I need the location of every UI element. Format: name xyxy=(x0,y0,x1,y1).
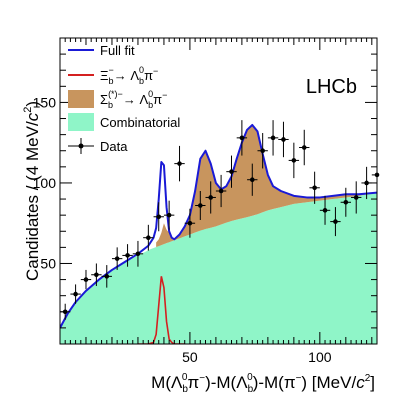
data-point xyxy=(143,224,154,251)
data-point xyxy=(205,181,216,214)
data-point xyxy=(267,120,279,156)
data-point xyxy=(153,202,164,232)
data-point xyxy=(247,163,258,196)
legend-label: Combinatorial xyxy=(100,115,180,130)
legend-label: Ξb−→ Λb0π− xyxy=(100,65,158,86)
data-point xyxy=(257,133,268,169)
y-axis-title: Candidates / (4 MeV/c2) xyxy=(22,101,42,281)
data-point xyxy=(174,145,185,182)
legend-label: Data xyxy=(100,139,128,154)
data-point xyxy=(132,240,144,267)
data-point xyxy=(184,208,196,238)
data-point xyxy=(236,120,248,156)
legend-label: Σb(*)−→ Λb0π− xyxy=(100,89,167,110)
x-tick-label: 100 xyxy=(308,349,332,365)
xib-signal-curve xyxy=(137,276,185,344)
data-points-layer xyxy=(60,120,380,320)
data-point xyxy=(330,207,341,237)
curve-layer xyxy=(60,123,377,344)
fill-layer xyxy=(60,124,377,344)
data-point xyxy=(351,181,362,214)
legend-entry: Data xyxy=(68,138,128,154)
data-point xyxy=(195,191,206,220)
data-point xyxy=(371,158,380,191)
experiment-label: LHCb xyxy=(306,76,357,98)
legend-entry: Σb(*)−→ Λb0π− xyxy=(68,89,167,110)
legend: Full fit Ξb−→ Λb0π− Σb(*)−→ Λb0π− Combinato… xyxy=(68,43,180,154)
legend-label: Full fit xyxy=(100,43,135,58)
data-point xyxy=(91,263,102,287)
axis-ticks: 50 100 50 100 150 xyxy=(33,37,378,365)
data-point xyxy=(215,174,227,208)
data-point xyxy=(101,265,112,288)
plot-frame xyxy=(59,37,378,345)
data-point xyxy=(111,247,123,270)
data-point xyxy=(309,171,320,204)
sigma-b-fill xyxy=(156,124,377,248)
x-axis-title: M(Λb0π−)-M(Λb0)-M(π−) [MeV/c2] xyxy=(151,372,375,395)
legend-entry: Ξb−→ Λb0π− xyxy=(68,65,158,86)
legend-entry: Full fit xyxy=(68,43,135,58)
y-tick-label: 150 xyxy=(33,94,57,110)
full-fit-curve xyxy=(60,123,377,329)
y-tick-label: 100 xyxy=(33,175,57,191)
data-point xyxy=(226,155,237,188)
legend-entry: Combinatorial xyxy=(68,113,180,131)
y-tick-label: 50 xyxy=(40,255,56,271)
data-point xyxy=(319,195,331,225)
data-point xyxy=(80,269,92,290)
x-tick-label: 50 xyxy=(182,349,198,365)
data-point xyxy=(340,187,352,217)
data-point xyxy=(299,129,310,166)
data-point xyxy=(70,284,81,304)
combinatorial-fill xyxy=(60,192,377,344)
data-point xyxy=(278,121,289,158)
data-point xyxy=(163,200,175,230)
data-point xyxy=(288,142,300,179)
data-point xyxy=(122,244,133,267)
